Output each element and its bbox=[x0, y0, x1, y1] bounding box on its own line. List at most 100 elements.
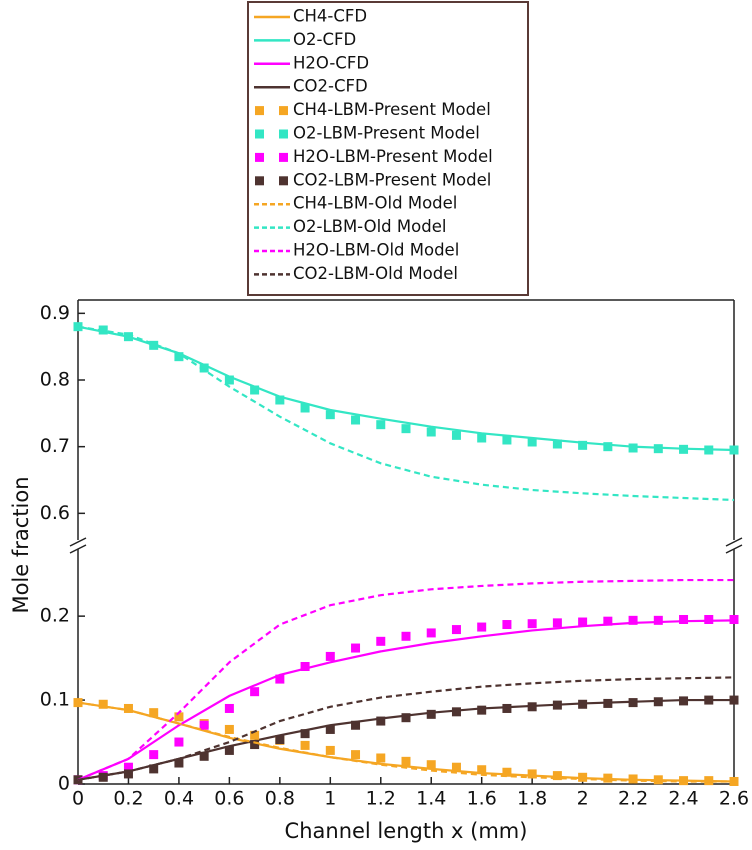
series-line bbox=[77, 619, 735, 781]
legend-symbol bbox=[255, 106, 264, 116]
marker bbox=[401, 424, 411, 434]
marker bbox=[527, 702, 537, 712]
x-tick-label: 2.6 bbox=[719, 788, 749, 810]
marker bbox=[477, 705, 487, 715]
y2-tick-label: 0.9 bbox=[40, 302, 70, 324]
marker bbox=[376, 753, 386, 763]
series-line bbox=[77, 676, 735, 781]
marker bbox=[552, 771, 562, 781]
marker bbox=[250, 385, 260, 395]
marker bbox=[729, 695, 739, 705]
marker bbox=[578, 440, 588, 450]
marker bbox=[603, 442, 613, 452]
y2-tick-label: 0.6 bbox=[40, 502, 70, 524]
legend-label: H2O-LBM-Old Model bbox=[293, 241, 459, 260]
x-tick-label: 1.6 bbox=[467, 788, 497, 810]
marker bbox=[300, 403, 310, 413]
marker bbox=[123, 769, 133, 779]
legend-symbol bbox=[255, 152, 264, 162]
marker bbox=[376, 420, 386, 430]
marker bbox=[729, 615, 739, 624]
legend-label: CO2-LBM-Present Model bbox=[293, 170, 491, 189]
y-tick-label: 0.2 bbox=[40, 605, 70, 627]
marker bbox=[527, 437, 537, 447]
axis-break bbox=[725, 544, 743, 554]
marker bbox=[351, 415, 361, 425]
x-tick-label: 0 bbox=[72, 788, 84, 810]
marker bbox=[477, 622, 487, 632]
marker bbox=[628, 698, 638, 708]
legend-box bbox=[247, 1, 529, 296]
marker bbox=[653, 444, 663, 454]
marker bbox=[73, 775, 83, 785]
marker bbox=[325, 724, 335, 734]
x-tick-label: 0.2 bbox=[113, 788, 143, 810]
x-tick-label: 1 bbox=[324, 788, 336, 810]
marker bbox=[451, 707, 461, 717]
axis-break bbox=[69, 544, 87, 554]
marker bbox=[325, 651, 335, 661]
marker bbox=[300, 729, 310, 739]
marker bbox=[351, 643, 361, 653]
marker bbox=[451, 762, 461, 772]
marker bbox=[578, 772, 588, 782]
legend-label: O2-LBM-Old Model bbox=[293, 217, 446, 236]
marker bbox=[199, 720, 209, 730]
x-tick-label: 2.2 bbox=[618, 788, 648, 810]
marker bbox=[123, 762, 133, 772]
marker bbox=[527, 619, 537, 629]
marker bbox=[578, 617, 588, 627]
x-tick-label: 1.8 bbox=[517, 788, 547, 810]
legend-label: H2O-CFD bbox=[293, 53, 369, 72]
marker bbox=[628, 774, 638, 784]
x-axis-label: Channel length x (mm) bbox=[285, 819, 528, 843]
marker bbox=[552, 700, 562, 710]
series-line bbox=[77, 325, 735, 452]
y-axis-label: Mole fraction bbox=[9, 476, 33, 613]
marker bbox=[149, 708, 159, 718]
axis-break bbox=[69, 537, 87, 547]
y2-tick-label: 0.7 bbox=[40, 435, 70, 457]
x-tick-label: 0.4 bbox=[164, 788, 194, 810]
marker bbox=[351, 750, 361, 760]
x-tick-label: 2.4 bbox=[668, 788, 698, 810]
legend-label: O2-LBM-Present Model bbox=[293, 124, 480, 143]
legend-symbol bbox=[279, 176, 288, 186]
marker bbox=[275, 674, 285, 684]
marker bbox=[174, 352, 184, 362]
marker bbox=[224, 724, 234, 734]
marker bbox=[300, 662, 310, 671]
x-tick-label: 0.6 bbox=[214, 788, 244, 810]
marker bbox=[149, 750, 159, 760]
x-tick-label: 0.8 bbox=[265, 788, 295, 810]
marker bbox=[502, 435, 512, 445]
marker bbox=[224, 375, 234, 385]
legend-label: H2O-LBM-Present Model bbox=[293, 147, 493, 166]
marker bbox=[628, 443, 638, 453]
marker bbox=[679, 696, 689, 706]
series-line bbox=[77, 701, 734, 783]
y2-tick-label: 0.8 bbox=[40, 369, 70, 391]
y-tick-label: 0.1 bbox=[40, 689, 70, 711]
marker bbox=[603, 773, 613, 783]
marker bbox=[653, 775, 663, 785]
marker bbox=[704, 615, 714, 624]
marker bbox=[679, 444, 689, 454]
marker bbox=[401, 756, 411, 766]
marker bbox=[73, 698, 83, 708]
marker bbox=[552, 439, 562, 449]
x-tick-label: 1.2 bbox=[366, 788, 396, 810]
x-tick-label: 1.4 bbox=[416, 788, 446, 810]
marker bbox=[426, 628, 436, 638]
marker bbox=[98, 699, 108, 709]
marker bbox=[477, 433, 487, 443]
marker bbox=[174, 758, 184, 768]
legend-symbol bbox=[255, 176, 264, 186]
marker bbox=[123, 332, 133, 342]
legend-label: CH4-LBM-Old Model bbox=[293, 194, 457, 213]
marker bbox=[199, 363, 209, 373]
marker bbox=[250, 740, 260, 750]
marker bbox=[250, 687, 260, 697]
marker bbox=[174, 737, 184, 747]
